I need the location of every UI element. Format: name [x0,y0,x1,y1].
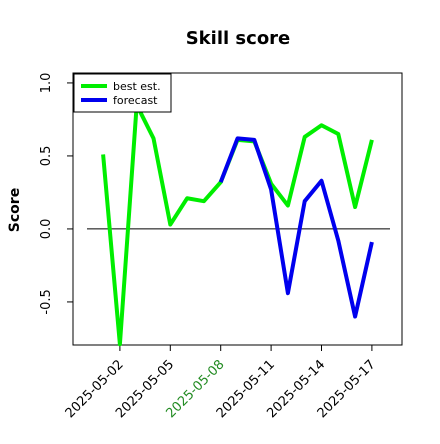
plot-frame [72,72,403,346]
legend-label: best est. [113,80,161,93]
y-axis-title: Score [7,188,23,232]
y-tick-label: 1.0 [39,73,54,94]
y-tick-label: 0.0 [39,219,54,240]
chart-title: Skill score [186,28,291,49]
legend-label: forecast [113,94,158,107]
legend-box [73,73,172,113]
series-line [218,136,374,319]
y-tick-label: 0.5 [39,146,54,167]
y-tick-label: -0.5 [39,289,54,314]
